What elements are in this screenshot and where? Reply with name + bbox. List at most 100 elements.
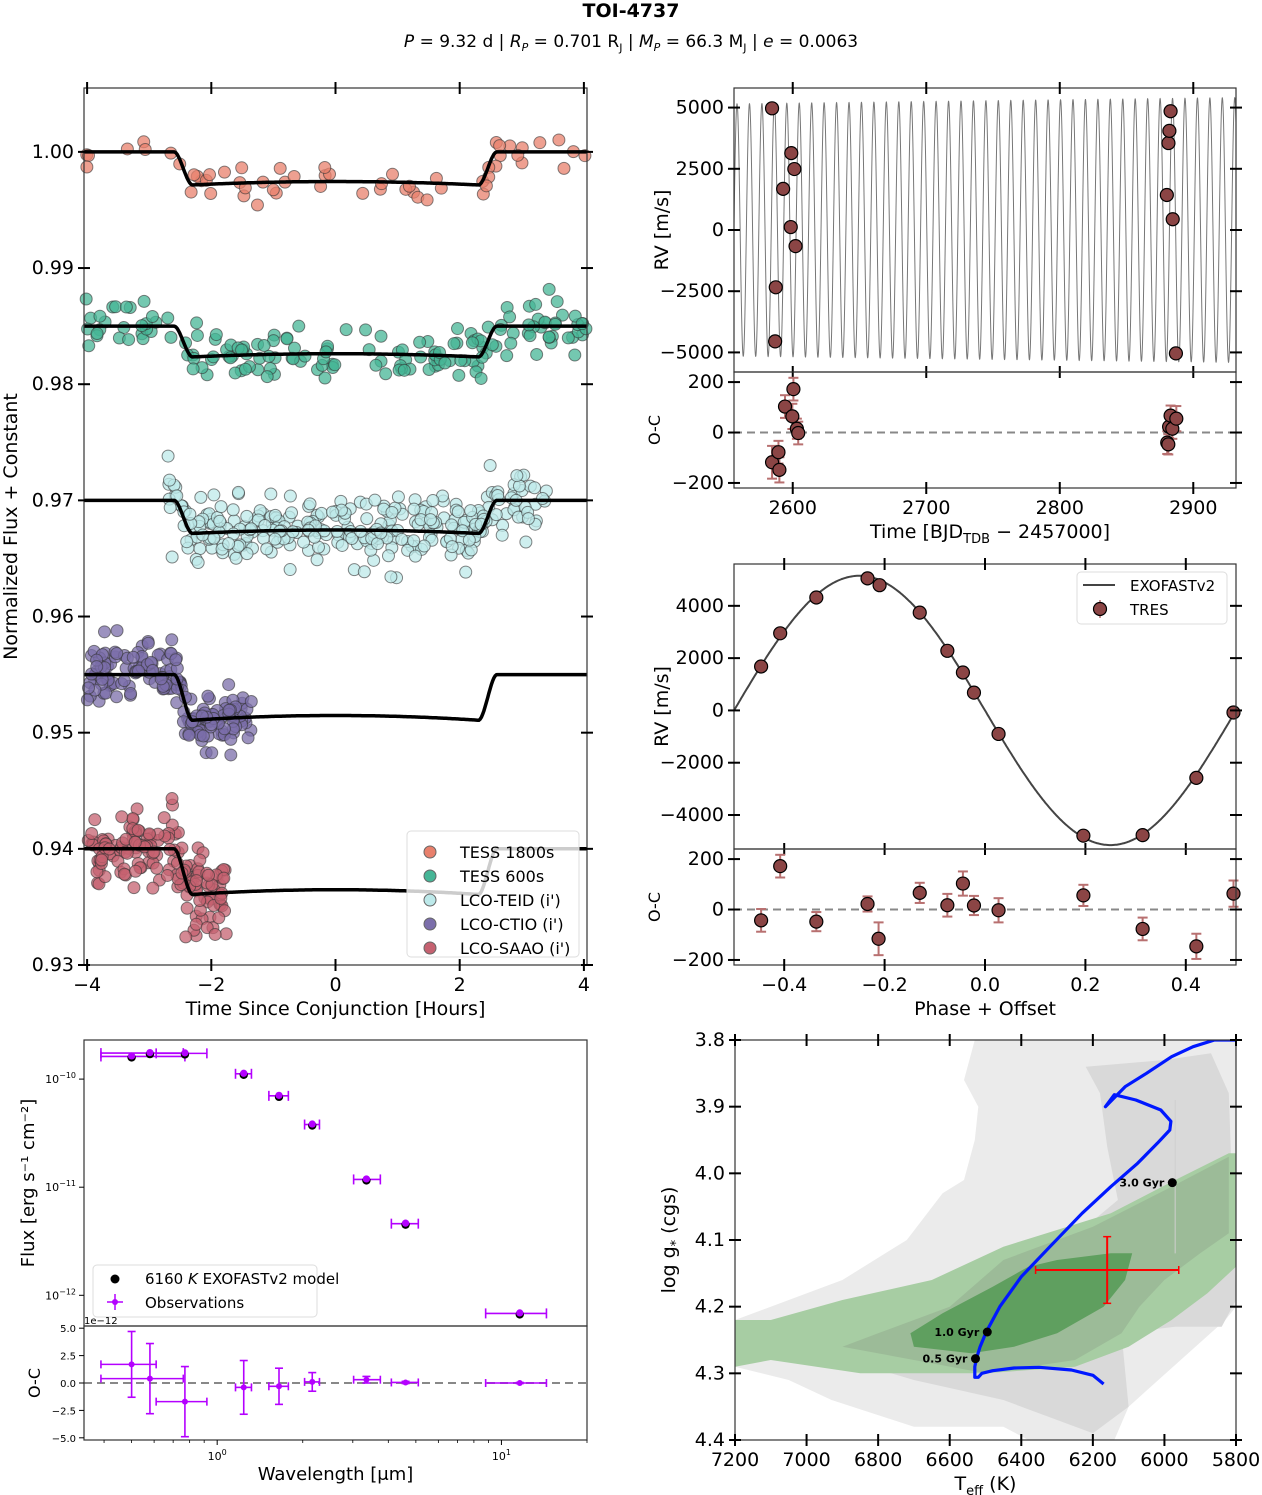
- data-point: [464, 504, 478, 518]
- x-axis-label: Phase + Offset: [914, 998, 1056, 1020]
- data-point: [339, 323, 353, 337]
- residual-point: [966, 898, 982, 913]
- data-point: [310, 553, 324, 567]
- y-axis-label: O-C: [645, 415, 664, 445]
- data-point: [260, 542, 274, 556]
- data-point: [426, 494, 440, 508]
- x-axis-label: Time [BJDTDB − 2457000]: [869, 521, 1110, 547]
- y-tick-label: 0.94: [32, 838, 74, 860]
- legend-marker: [423, 893, 437, 907]
- data-point: [356, 186, 370, 200]
- residual-point: [181, 1398, 188, 1405]
- data-point: [318, 160, 332, 174]
- legend-label: 6160 K EXOFASTv2 model: [145, 1270, 339, 1288]
- x-tick-label: 0.4: [1171, 974, 1201, 996]
- x-tick-label: 2600: [769, 497, 817, 519]
- y-tick-label: 10−11: [45, 1179, 76, 1194]
- data-point: [285, 506, 299, 520]
- data-point: [212, 911, 226, 925]
- residual-point: [771, 445, 786, 460]
- data-point: [292, 319, 306, 333]
- data-point: [552, 133, 566, 147]
- data-point: [90, 327, 104, 341]
- residual-point: [309, 1378, 316, 1385]
- eccentricity-value: = 0.0063: [778, 32, 859, 52]
- data-point: [528, 481, 542, 495]
- observation-point: [240, 1069, 248, 1077]
- data-point: [190, 316, 204, 330]
- data-point: [196, 729, 210, 743]
- rv-data-point: [783, 219, 798, 235]
- rv-data-point: [966, 685, 982, 700]
- data-point: [244, 694, 258, 708]
- age-marker: [1167, 1178, 1177, 1188]
- data-point: [217, 165, 231, 179]
- rv-time-panel: −5000 −2500 0 2500 5000 RV [m/s] −200 0 200 2600 2…: [645, 82, 1242, 547]
- data-point: [241, 731, 255, 745]
- figure-subtitle: P = 9.32 d | RP = 0.701 RJ | MP = 66.3 M…: [0, 32, 1262, 55]
- residual-point: [128, 1361, 135, 1368]
- y-tick-label: 10−12: [45, 1287, 76, 1302]
- residual-plot-frame: [733, 371, 1237, 489]
- residual-point: [809, 914, 824, 929]
- evolutionary-track: [973, 1040, 1236, 1386]
- data-point: [385, 167, 399, 181]
- mass-symbol: M: [639, 32, 654, 52]
- y-tick-label: 0.99: [32, 257, 74, 279]
- data-point: [521, 512, 535, 526]
- data-point: [357, 565, 371, 579]
- residual-point: [773, 859, 788, 874]
- period-value: = 9.32 d: [419, 32, 494, 52]
- age-marker-label: 1.0 Gyr: [934, 1326, 980, 1339]
- y-tick-label: 3.9: [695, 1096, 725, 1118]
- y-tick-label: 1.00: [32, 141, 74, 163]
- data-point: [189, 917, 203, 931]
- data-point: [110, 646, 124, 660]
- y-axis-label: Normalized Flux + Constant: [0, 393, 22, 660]
- legend-marker: [423, 869, 437, 883]
- data-point: [219, 927, 233, 941]
- data-point: [165, 633, 179, 647]
- data-point: [438, 356, 452, 370]
- data-point: [397, 363, 411, 377]
- data-point: [160, 868, 174, 882]
- y-tick-label: 4000: [676, 595, 724, 617]
- observation-point: [128, 1052, 136, 1060]
- data-point: [201, 689, 215, 703]
- series-lco-teid-i-: [161, 449, 553, 585]
- residual-point: [772, 462, 787, 477]
- legend: EXOFASTv2 TRES: [1076, 571, 1228, 625]
- data-point: [360, 512, 374, 526]
- data-point: [408, 549, 422, 563]
- rv-data-point: [1135, 828, 1150, 843]
- data-point: [462, 533, 476, 547]
- residual-point: [1226, 886, 1241, 901]
- rv-data-point: [768, 334, 783, 349]
- data-point: [451, 322, 465, 336]
- data-point: [161, 311, 175, 325]
- y-tick-label: 4.1: [695, 1229, 725, 1251]
- data-point: [452, 368, 466, 382]
- y-tick-label: 0.95: [32, 722, 74, 744]
- data-point: [95, 853, 109, 867]
- x-tick-label: −4: [73, 974, 101, 996]
- data-point: [214, 500, 228, 514]
- residual-point: [1169, 411, 1184, 426]
- x-tick-label: 2900: [1169, 497, 1217, 519]
- y-tick-label: 3.8: [695, 1029, 725, 1051]
- data-point: [417, 539, 431, 553]
- y-tick-label: 0: [712, 899, 724, 921]
- data-point: [395, 532, 409, 546]
- data-point: [381, 549, 395, 563]
- observation-point: [181, 1049, 189, 1057]
- data-point: [231, 485, 245, 499]
- x-tick-label: 6200: [1069, 1449, 1117, 1471]
- data-point: [90, 660, 104, 674]
- data-point: [124, 686, 138, 700]
- observation-point: [362, 1175, 371, 1183]
- x-axis-label: Time Since Conjunction [Hours]: [185, 998, 486, 1020]
- data-point: [550, 295, 564, 309]
- y-tick-label: 4.2: [695, 1296, 725, 1318]
